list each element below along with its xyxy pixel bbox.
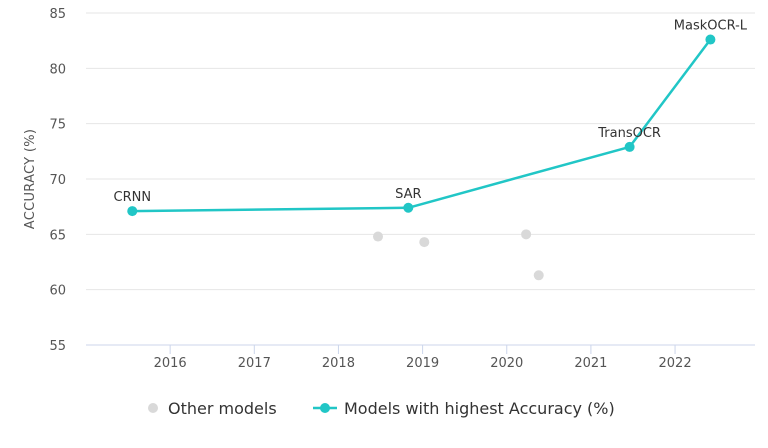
x-tick-label: 2022 [659, 356, 692, 371]
x-tick-label: 2017 [238, 356, 271, 371]
highest-accuracy-point[interactable] [403, 202, 414, 213]
y-tick-label: 70 [49, 173, 66, 188]
point-label: MaskOCR-L [674, 19, 748, 34]
series-layer: CRNN SAR TransOCR MaskOCR-L [114, 19, 748, 281]
y-tick-label: 80 [49, 62, 66, 77]
y-tick-label: 60 [49, 284, 66, 299]
x-tick-label: 2020 [490, 356, 523, 371]
x-tick-label: 2018 [322, 356, 355, 371]
gridlines [86, 12, 755, 291]
legend-highest-accuracy-label: Models with highest Accuracy (%) [344, 399, 615, 418]
y-axis-ticks: 55 60 65 70 75 80 85 [49, 7, 66, 354]
point-label: SAR [395, 187, 421, 202]
legend[interactable]: Other models Models with highest Accurac… [148, 399, 615, 418]
legend-other-models-marker [148, 403, 158, 413]
legend-highest-accuracy-marker [320, 403, 330, 413]
y-tick-label: 55 [49, 339, 66, 354]
x-tick-label: 2021 [574, 356, 607, 371]
y-tick-label: 85 [49, 7, 66, 22]
y-axis-title: ACCURACY (%) [23, 129, 38, 230]
other-model-point[interactable] [419, 237, 430, 248]
point-label: TransOCR [597, 126, 661, 141]
y-tick-label: 65 [49, 228, 66, 243]
highest-accuracy-point[interactable] [705, 34, 716, 45]
highest-accuracy-point[interactable] [624, 141, 635, 152]
other-model-point[interactable] [533, 270, 544, 281]
highest-accuracy-line [132, 38, 712, 213]
highest-accuracy-point[interactable] [127, 206, 138, 217]
x-tick-label: 2019 [406, 356, 439, 371]
other-model-point[interactable] [521, 229, 532, 240]
y-tick-label: 75 [49, 118, 66, 133]
x-tick-label: 2016 [154, 356, 187, 371]
point-label: CRNN [114, 190, 152, 205]
x-axis-ticks: 2016 2017 2018 2019 2020 2021 2022 [154, 345, 692, 371]
other-model-point[interactable] [373, 231, 384, 242]
legend-other-models-label: Other models [168, 399, 277, 418]
